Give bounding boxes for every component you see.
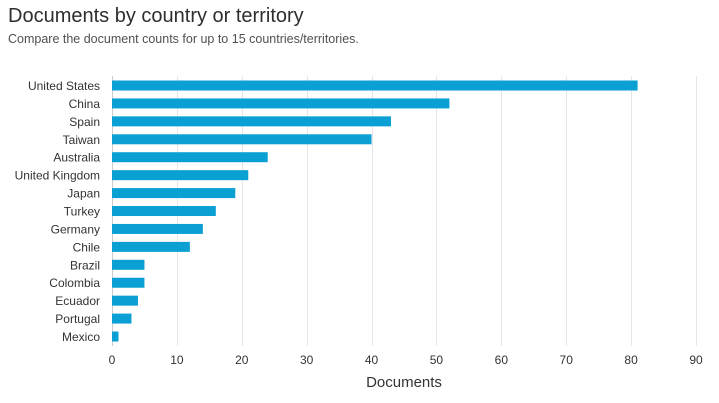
x-tick-label: 80 (624, 353, 638, 367)
x-tick-label: 40 (365, 353, 379, 367)
bar (112, 331, 119, 342)
bar (112, 295, 138, 306)
bar (112, 313, 132, 324)
y-tick-label: Japan (67, 187, 100, 201)
y-tick-label: Turkey (64, 205, 100, 219)
y-tick-label: Germany (51, 222, 100, 236)
bar (112, 206, 216, 217)
y-tick-label: Colombia (49, 276, 100, 290)
bar (112, 116, 392, 127)
bar (112, 223, 203, 234)
y-tick-label: United States (28, 79, 100, 93)
bar (112, 98, 450, 109)
x-tick-label: 90 (689, 353, 703, 367)
x-tick-label: 10 (170, 353, 184, 367)
x-tick-label: 70 (560, 353, 574, 367)
bar (112, 241, 190, 252)
x-tick-label: 60 (495, 353, 509, 367)
y-tick-label: Mexico (62, 330, 100, 344)
chart-title: Documents by country or territory (8, 5, 304, 27)
y-tick-label: Australia (53, 151, 100, 165)
y-tick-label: China (69, 97, 101, 111)
chart-subtitle: Compare the document counts for up to 15… (8, 32, 359, 46)
x-tick-label: 20 (235, 353, 249, 367)
bar (112, 259, 145, 270)
bar (112, 188, 236, 199)
y-tick-label: Portugal (55, 312, 100, 326)
y-tick-label: Taiwan (63, 133, 100, 147)
y-tick-label: United Kingdom (15, 169, 100, 183)
y-tick-label: Chile (73, 240, 101, 254)
x-tick-label: 50 (430, 353, 444, 367)
y-tick-label: Spain (69, 115, 100, 129)
bar (112, 277, 145, 288)
y-tick-label: Brazil (70, 258, 100, 272)
bar (112, 170, 249, 181)
bar (112, 152, 268, 163)
x-tick-label: 0 (109, 353, 116, 367)
bar (112, 134, 372, 145)
x-axis-title: Documents (366, 374, 442, 391)
x-tick-label: 30 (300, 353, 314, 367)
y-tick-label: Ecuador (55, 294, 100, 308)
bar (112, 80, 638, 91)
